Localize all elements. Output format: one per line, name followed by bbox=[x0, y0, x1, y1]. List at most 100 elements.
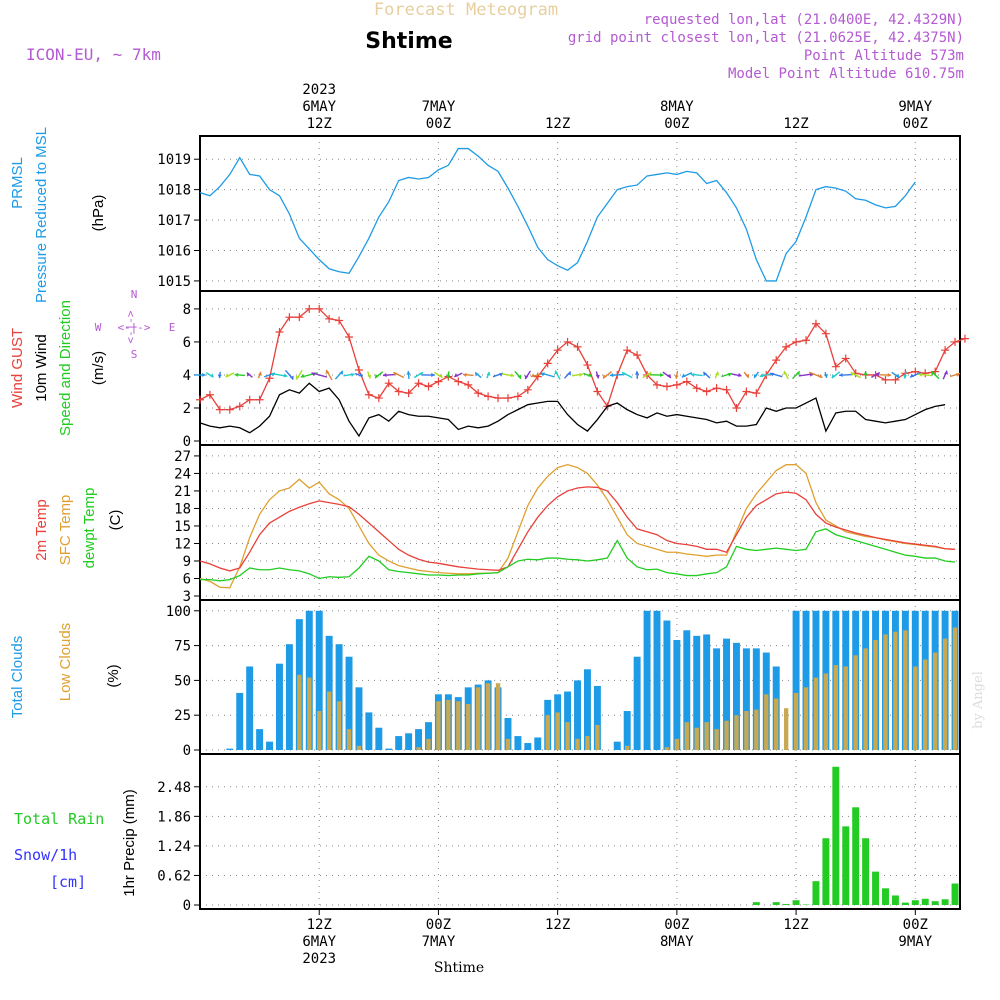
wind-gust-label: Wind GUST bbox=[9, 328, 26, 408]
top-time-label: 12Z bbox=[545, 116, 570, 132]
rain-bar bbox=[862, 838, 870, 905]
ytick-label-clouds: 100 bbox=[166, 604, 191, 620]
wind-arrow-head bbox=[454, 373, 459, 377]
rain-bar bbox=[792, 900, 800, 905]
low-cloud-bar bbox=[664, 747, 670, 750]
panel-wind: 0 2 4 6 8 bbox=[183, 290, 961, 450]
ytick-label-precip: 0.62 bbox=[157, 868, 191, 884]
total-cloud-bar bbox=[355, 687, 363, 750]
cloud-bars bbox=[226, 610, 959, 750]
bottom-time-label: 00Z bbox=[664, 917, 689, 933]
rain-bar bbox=[812, 881, 820, 905]
ytick-label-temp: 24 bbox=[174, 466, 191, 482]
low-cloud-bar bbox=[764, 694, 769, 750]
gust-marker bbox=[205, 390, 214, 399]
low-cloud-bar bbox=[684, 722, 689, 750]
rain-bar bbox=[842, 826, 850, 905]
total-cloud-bar bbox=[653, 610, 661, 750]
low-cloud-bar bbox=[446, 699, 451, 750]
gust-marker bbox=[802, 336, 811, 345]
bottom-time-label: 8MAY bbox=[660, 934, 694, 950]
compass-arrows-v: <-|-> bbox=[124, 310, 137, 343]
wind-arrow-head bbox=[510, 373, 515, 378]
top-time-label: 6MAY bbox=[302, 99, 336, 115]
low-cloud-bar bbox=[436, 701, 441, 750]
wind-arrow-head bbox=[462, 372, 467, 378]
total-cloud-bar bbox=[792, 610, 800, 750]
rain-bar bbox=[921, 898, 929, 905]
ytick-label-temp: 12 bbox=[174, 536, 191, 552]
total-cloud-bar bbox=[246, 666, 254, 750]
gust-marker bbox=[295, 313, 304, 322]
wind-arrow-head bbox=[209, 373, 214, 378]
gust-marker bbox=[951, 337, 960, 346]
wind-arrow-head bbox=[475, 372, 479, 377]
gust-marker bbox=[623, 346, 632, 355]
gust-marker bbox=[335, 316, 344, 325]
requested-coords: requested lon,lat (21.0400E, 42.4329N) bbox=[644, 12, 964, 28]
wind-arrow-head bbox=[225, 373, 230, 377]
low-cloud-bar bbox=[545, 715, 550, 750]
ytick-label-temp: 15 bbox=[174, 519, 191, 535]
low-cloud-bar bbox=[307, 677, 312, 750]
low-cloud-bar bbox=[833, 665, 839, 750]
gust-marker bbox=[732, 403, 741, 412]
gust-marker bbox=[881, 375, 890, 384]
wind-arrow-head bbox=[887, 372, 892, 378]
gust-marker bbox=[553, 346, 562, 355]
low-cloud-bar bbox=[416, 747, 421, 750]
wind-arrow-head bbox=[257, 371, 263, 376]
gust-marker bbox=[792, 337, 801, 346]
wind-arrow-head bbox=[783, 370, 788, 375]
top-time-label: 7MAY bbox=[422, 99, 456, 115]
gust-marker bbox=[523, 385, 532, 394]
total-cloud-bar bbox=[663, 620, 671, 750]
wind-arrow-head bbox=[202, 372, 206, 378]
wind-arrow-head bbox=[311, 372, 316, 377]
wind-arrow-head bbox=[609, 373, 614, 378]
ytick-label-clouds: 0 bbox=[183, 743, 191, 759]
wind-dir-label: Speed and Direction bbox=[57, 300, 74, 436]
low-cloud-bar bbox=[843, 666, 848, 750]
ytick-label-clouds: 50 bbox=[174, 673, 191, 689]
bottom-time-label: 12Z bbox=[307, 917, 332, 933]
prmsl-label: PRMSL bbox=[9, 157, 26, 209]
wind10-line bbox=[199, 382, 946, 438]
gust-marker bbox=[831, 362, 840, 371]
low-cloud-bar bbox=[913, 666, 918, 750]
rain-bar bbox=[951, 883, 959, 905]
wind-arrow-head bbox=[234, 372, 239, 378]
total-cloud-bar bbox=[226, 748, 234, 750]
wind-arrow-head bbox=[530, 373, 535, 378]
gust-marker bbox=[454, 377, 463, 386]
low-cloud-bar bbox=[297, 674, 302, 750]
low-cloud-bar bbox=[923, 659, 928, 750]
low-cloud-bar bbox=[485, 683, 491, 750]
ytick-label-temp: 3 bbox=[183, 589, 191, 605]
top-time-label: 9MAY bbox=[898, 99, 932, 115]
gust-marker bbox=[563, 337, 572, 346]
wind-arrow-head bbox=[715, 371, 720, 376]
total-cloud-bar bbox=[514, 736, 522, 750]
total-cloud-bar bbox=[365, 712, 373, 750]
ytick-label-pressure: 1017 bbox=[157, 213, 191, 229]
low-cloud-bar bbox=[317, 711, 322, 750]
wind-arrow-head bbox=[217, 374, 222, 379]
low-cloud-bar bbox=[724, 720, 729, 750]
gust-marker bbox=[215, 405, 224, 414]
wind-arrow-head bbox=[289, 375, 294, 380]
low-cloud-bar bbox=[326, 691, 332, 750]
wind-arrow-head bbox=[486, 371, 491, 376]
gust-marker bbox=[841, 354, 850, 363]
bottom-time-label: 12Z bbox=[783, 917, 808, 933]
gust-marker bbox=[255, 395, 264, 404]
gust-marker bbox=[464, 380, 473, 389]
gust-marker bbox=[275, 328, 284, 337]
total-cloud-bar bbox=[425, 722, 432, 750]
total-cloud-bar bbox=[732, 642, 740, 750]
total-cloud-bar bbox=[266, 741, 274, 750]
total-cloud-bar bbox=[693, 635, 701, 750]
wind-arrow-head bbox=[850, 372, 855, 377]
total-cloud-bar bbox=[703, 634, 711, 750]
wind-arrow-head bbox=[540, 372, 545, 377]
